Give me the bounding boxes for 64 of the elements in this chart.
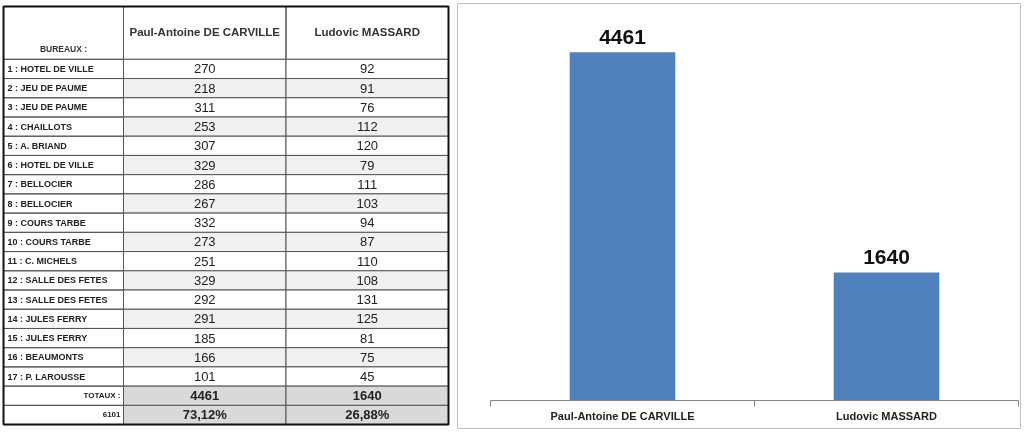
data-label: 185 <box>193 330 216 346</box>
data-label: 253 <box>193 119 216 135</box>
y-tick-label: 11 : C. MICHELS <box>7 256 78 267</box>
y-tick-label: 16 : BEAUMONTS <box>7 352 84 363</box>
data-label: 94 <box>360 215 375 231</box>
y-tick-label: 13 : SALLE DES FETES <box>7 294 108 305</box>
data-label: 166 <box>193 349 216 365</box>
data-label: 286 <box>193 176 216 192</box>
y-tick-label: 2 : JEU DE PAUME <box>7 83 88 94</box>
x-tick-label: Paul-Antoine DE CARVILLE <box>129 25 281 38</box>
data-label: 111 <box>357 176 378 192</box>
data-label: 92 <box>360 61 375 77</box>
data-label: 101 <box>193 369 216 385</box>
y-tick-label: 6101 <box>102 410 122 420</box>
data-label: 75 <box>360 349 375 365</box>
data-label: 4461 <box>190 388 220 404</box>
data-label: 251 <box>193 253 216 269</box>
data-label: 81 <box>360 330 375 346</box>
x-tick-label: Ludovic MASSARD <box>836 409 937 422</box>
data-label: 110 <box>356 253 378 269</box>
y-tick-label: 10 : COURS TARBE <box>7 236 91 247</box>
data-label: 332 <box>193 215 216 231</box>
x-tick-label: Paul-Antoine DE CARVILLE <box>550 409 695 422</box>
y-axis-title: BUREAUX : <box>39 44 88 55</box>
data-label: 125 <box>356 311 379 327</box>
data-label: 307 <box>193 138 216 154</box>
y-tick-label: 5 : A. BRIAND <box>7 140 68 151</box>
data-label: 270 <box>193 61 216 77</box>
y-tick-label: 15 : JULES FERRY <box>7 333 88 344</box>
data-label: 108 <box>356 272 379 288</box>
y-tick-label: TOTAUX : <box>83 391 121 401</box>
data-label: 4461 <box>599 25 647 49</box>
data-label: 91 <box>360 80 375 96</box>
data-label: 120 <box>356 138 379 154</box>
y-tick-label: 12 : SALLE DES FETES <box>7 275 108 286</box>
data-label: 292 <box>193 292 216 308</box>
y-tick-label: 7 : BELLOCIER <box>7 179 73 190</box>
y-tick-label: 8 : BELLOCIER <box>7 198 73 209</box>
data-label: 329 <box>193 157 216 173</box>
data-label: 112 <box>356 119 378 135</box>
y-tick-label: 9 : COURS TARBE <box>7 217 86 228</box>
data-label: 291 <box>193 311 216 327</box>
data-label: 1640 <box>352 388 382 404</box>
annotation: 26,88% <box>345 407 390 423</box>
x-tick-label: Ludovic MASSARD <box>314 25 420 38</box>
data-label: 311 <box>194 99 216 115</box>
data-label: 273 <box>193 234 216 250</box>
data-label: 267 <box>193 196 216 211</box>
data-label: 218 <box>193 80 216 96</box>
data-label: 131 <box>356 292 379 308</box>
y-tick-label: 4 : CHAILLOTS <box>7 121 72 132</box>
annotation: 73,12% <box>182 407 228 423</box>
y-tick-label: 14 : JULES FERRY <box>7 313 88 324</box>
data-label: 87 <box>360 234 375 250</box>
y-tick-label: 6 : HOTEL DE VILLE <box>7 160 94 171</box>
data-label: 329 <box>193 272 216 288</box>
data-label: 1640 <box>863 245 910 269</box>
data-label: 103 <box>356 196 379 211</box>
data-label: 76 <box>360 99 375 115</box>
y-tick-label: 3 : JEU DE PAUME <box>7 102 88 113</box>
y-tick-label: 1 : HOTEL DE VILLE <box>7 63 94 74</box>
data-label: 45 <box>360 369 375 385</box>
y-tick-label: 17 : P. LAROUSSE <box>7 371 86 382</box>
data-label: 79 <box>360 157 375 173</box>
